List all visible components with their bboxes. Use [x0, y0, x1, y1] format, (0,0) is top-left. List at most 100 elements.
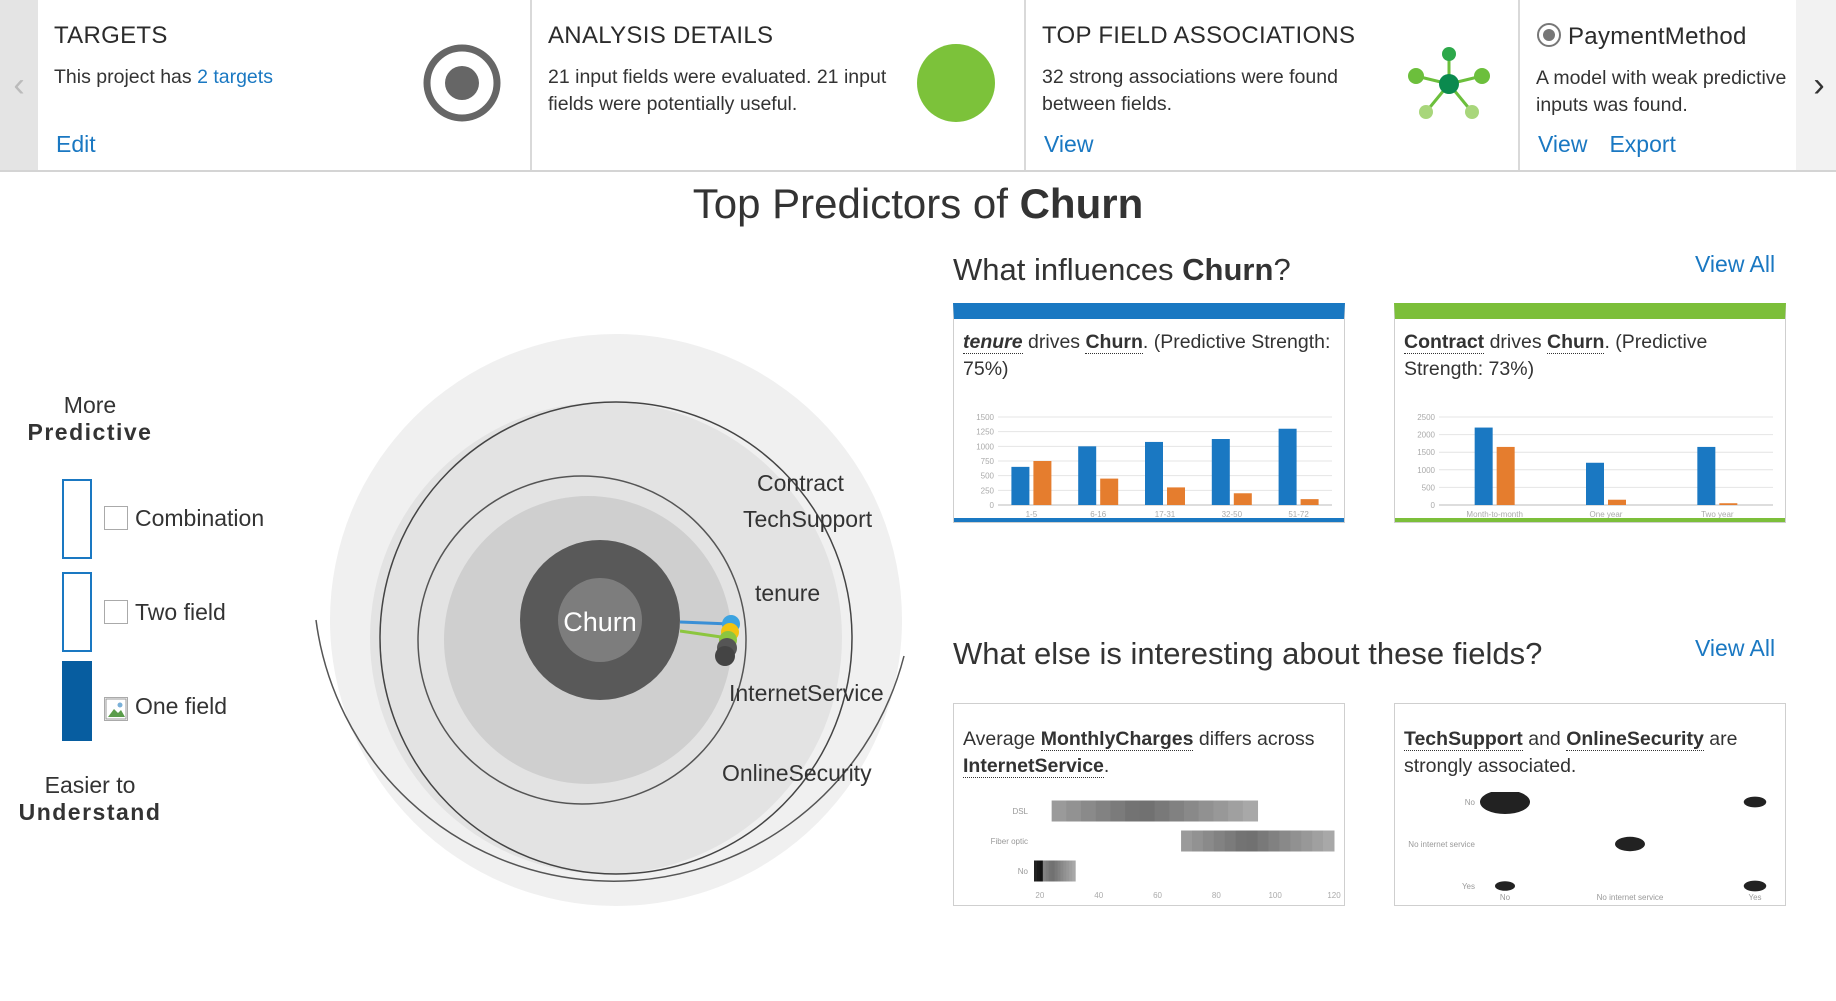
y-tick-label: 0	[1431, 501, 1436, 510]
one-field-checkbox[interactable]	[104, 697, 128, 721]
bubble	[1743, 796, 1767, 808]
radial-label-internetservice[interactable]: InternetService	[729, 680, 884, 706]
chevron-right-icon: ›	[1813, 65, 1825, 104]
interesting-panel-techsupport[interactable]: TechSupport and OnlineSecurity are stron…	[1394, 703, 1786, 906]
x-tick-label: One year	[1590, 510, 1623, 519]
influences-heading: What influences Churn?	[953, 252, 1291, 287]
radial-label-tenure[interactable]: tenure	[755, 580, 821, 606]
radial-label-techsupport[interactable]: TechSupport	[743, 506, 873, 532]
radio-selected-icon	[1537, 23, 1561, 47]
row-label: No	[1465, 798, 1476, 807]
radial-center-label: Churn	[563, 607, 637, 637]
targets-card-title: TARGETS	[54, 22, 168, 49]
radial-arc-mid	[379, 401, 853, 875]
x-tick-label: 80	[1212, 891, 1221, 900]
interesting-panel-text: TechSupport and OnlineSecurity are stron…	[1404, 728, 1738, 777]
x-tick-label: 51-72	[1288, 510, 1309, 519]
payment-method-card: PaymentMethod A model with weak predicti…	[1520, 0, 1796, 170]
export-payment-link[interactable]: Export	[1609, 131, 1676, 157]
x-tick-label: 120	[1327, 891, 1341, 900]
row-label: Yes	[1462, 882, 1475, 891]
heat-cell	[1051, 860, 1056, 882]
two-field-checkbox[interactable]	[104, 600, 128, 624]
radial-arc-inner	[417, 475, 747, 805]
targets-card-text: This project has 2 targets	[54, 66, 273, 88]
heat-cell	[1072, 860, 1076, 882]
y-tick-label: 500	[981, 472, 995, 481]
legend-bar-two-field	[62, 572, 92, 652]
chevron-left-icon: ‹	[13, 65, 25, 104]
page-title: Top Predictors of Churn	[692, 180, 1144, 227]
target-icon	[423, 44, 501, 122]
analysis-card-title: ANALYSIS DETAILS	[548, 22, 774, 49]
analysis-details-card: ANALYSIS DETAILS 21 input fields were ev…	[532, 0, 1026, 170]
heat-cell	[1290, 830, 1302, 852]
image-icon	[105, 698, 127, 720]
y-tick-label: 1250	[976, 428, 994, 437]
legend-easier-to-understand: Easier to Understand	[18, 772, 162, 825]
scroll-right-button[interactable]: ›	[1802, 0, 1836, 170]
x-tick-label: No	[1500, 893, 1511, 902]
payment-card-title: PaymentMethod	[1536, 22, 1780, 51]
legend-bar-one-field	[62, 661, 92, 741]
view-payment-link[interactable]: View	[1538, 131, 1588, 157]
x-tick-label: Two year	[1701, 510, 1734, 519]
bar	[1719, 503, 1738, 505]
heat-cell	[1202, 830, 1215, 852]
view-associations-link[interactable]: View	[1044, 131, 1094, 157]
heat-cell	[1184, 800, 1200, 822]
bar	[1496, 446, 1515, 505]
predictor-node-techsupport[interactable]	[715, 646, 735, 666]
legend-label-combination: Combination	[135, 505, 265, 531]
heat-cell	[1198, 800, 1214, 822]
influence-panel-contract[interactable]: Contract drives Churn. (Predictive Stren…	[1394, 303, 1786, 523]
x-tick-label: Yes	[1748, 893, 1761, 902]
heat-cell	[1066, 800, 1082, 822]
status-circle-icon	[917, 44, 995, 122]
x-tick-label: Month-to-month	[1466, 510, 1522, 519]
heat-cell	[1069, 860, 1073, 882]
tenure-bar-chart: 0 250 500 750 1000 1250 1500 1-5 6-16 17-31 32-50 5…	[976, 413, 1332, 519]
heat-cell	[1095, 800, 1111, 822]
y-tick-label: 1500	[976, 413, 994, 422]
monthlycharges-heatmap: DSL Fiber optic No 20 40 60 80 100 120	[991, 800, 1341, 900]
x-tick-label: 100	[1268, 891, 1282, 900]
bar	[1078, 446, 1097, 505]
bar	[1697, 446, 1716, 505]
scroll-left-button[interactable]: ‹	[0, 0, 38, 170]
interesting-view-all-link[interactable]: View All	[1695, 635, 1776, 661]
heat-cell	[1257, 830, 1269, 852]
heat-cell	[1246, 830, 1259, 852]
payment-card-text: A model with weak predictive inputs was …	[1536, 67, 1787, 116]
heat-cell	[1036, 860, 1041, 882]
influence-panel-tenure[interactable]: tenure drives Churn. (Predictive Strengt…	[953, 303, 1345, 523]
x-tick-label: 20	[1035, 891, 1044, 900]
targets-link[interactable]: 2 targets	[197, 66, 273, 88]
bubble	[1615, 836, 1645, 852]
heat-cell	[1045, 860, 1050, 882]
bar	[1167, 487, 1185, 505]
heat-cell	[1039, 860, 1044, 882]
heat-cell	[1051, 800, 1067, 822]
heat-cell	[1060, 860, 1064, 882]
bar	[1011, 466, 1030, 505]
heat-cell	[1154, 800, 1170, 822]
targets-card: TARGETS This project has 2 targets Edit	[38, 0, 532, 170]
contract-bar-chart: 0 500 1000 1500 2000 2500 Month-to-month One ye…	[1417, 413, 1773, 519]
row-label: DSL	[1012, 807, 1028, 816]
heat-cell	[1048, 860, 1053, 882]
legend-more-predictive: More Predictive	[27, 392, 153, 445]
row-label: Fiber optic	[991, 837, 1028, 846]
heat-cell	[1081, 800, 1097, 822]
interesting-panel-monthlycharges[interactable]: Average MonthlyCharges differs across In…	[953, 703, 1345, 906]
heat-cell	[1042, 860, 1047, 882]
edit-targets-link[interactable]: Edit	[56, 131, 96, 157]
bar	[1608, 499, 1626, 505]
radial-label-contract[interactable]: Contract	[757, 470, 844, 496]
combination-checkbox[interactable]	[104, 506, 128, 530]
heat-cell	[1191, 830, 1204, 852]
influences-view-all-link[interactable]: View All	[1695, 251, 1776, 277]
heat-cell	[1224, 830, 1237, 852]
x-tick-label: 1-5	[1026, 510, 1038, 519]
radial-label-onlinesecurity[interactable]: OnlineSecurity	[722, 760, 872, 786]
